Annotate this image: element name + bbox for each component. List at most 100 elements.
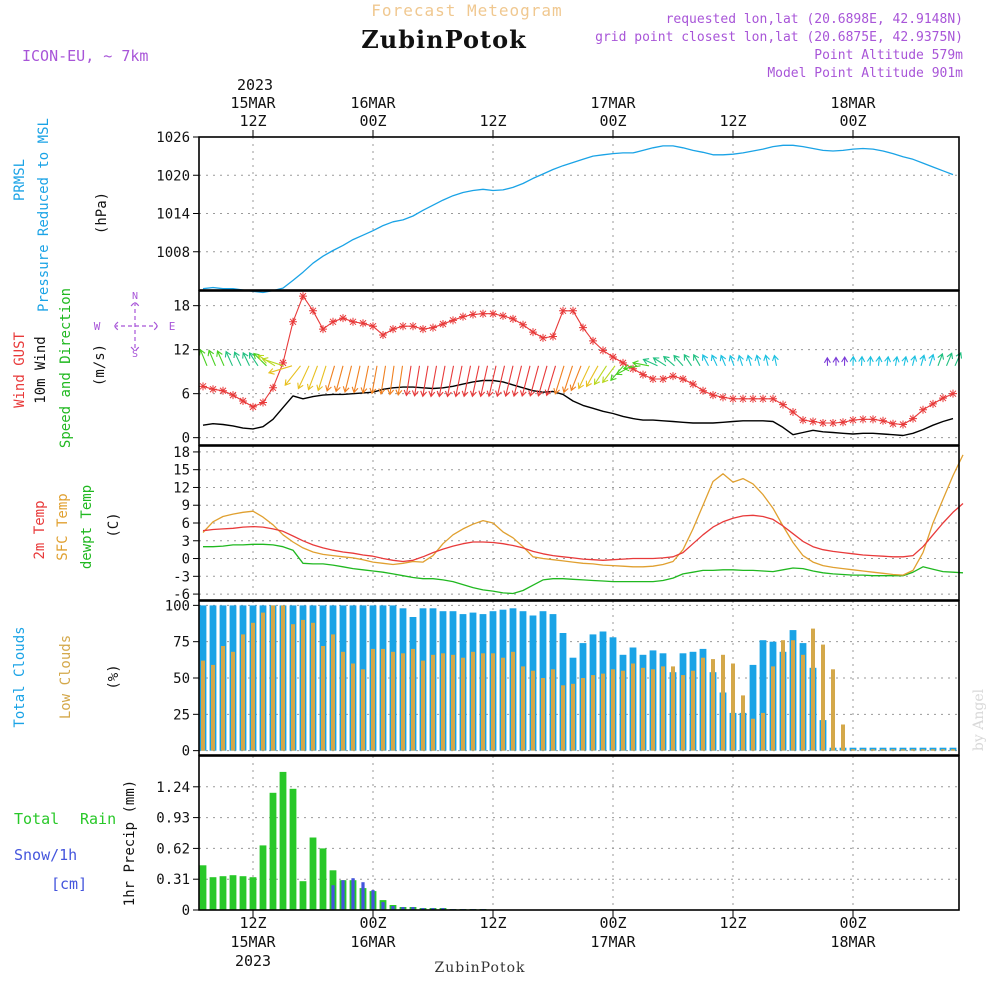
- wind-direction-arrow: [683, 353, 692, 367]
- total-cloud-bar: [749, 664, 757, 751]
- label-percent: (%): [106, 664, 122, 689]
- gust-marker: [679, 375, 687, 383]
- wind-direction-arrow: [297, 365, 310, 390]
- rain-bar: [319, 848, 327, 910]
- wind-direction-arrow: [919, 354, 927, 366]
- low-cloud-bar: [951, 749, 955, 751]
- gust-marker: [209, 385, 217, 394]
- gust-marker: [589, 336, 597, 345]
- rain-bar: [309, 837, 317, 910]
- y-tick-label: 0.93: [156, 811, 190, 827]
- gust-marker: [229, 391, 237, 400]
- wind-direction-arrow: [662, 355, 675, 367]
- wind-direction-arrow: [631, 360, 650, 368]
- low-cloud-bar: [791, 640, 795, 751]
- y-tick-label: 9: [182, 498, 190, 514]
- wind-direction-arrow: [461, 365, 472, 398]
- low-cloud-bar: [681, 675, 685, 751]
- y-tick-label: 1020: [156, 168, 190, 184]
- wind-direction-arrow: [544, 365, 557, 397]
- low-cloud-bar: [581, 678, 585, 751]
- wind-direction-arrow: [701, 354, 709, 367]
- label-pressure: Pressure Reduced to MSL: [36, 118, 52, 312]
- wind-direction-arrow: [403, 365, 412, 397]
- wind-direction-arrow: [745, 354, 753, 366]
- rain-bar: [219, 876, 227, 910]
- gust-marker: [869, 415, 877, 424]
- low-cloud-bar: [241, 634, 245, 751]
- wind-direction-arrow: [858, 355, 866, 366]
- wind-direction-arrow: [673, 354, 684, 367]
- low-cloud-bar: [231, 651, 235, 751]
- wind-direction-arrow: [333, 365, 344, 393]
- y-tick-label: 0: [182, 552, 190, 568]
- compass-west: W: [94, 320, 101, 333]
- low-cloud-bar: [881, 749, 885, 751]
- low-cloud-bar: [921, 749, 925, 751]
- low-cloud-bar: [781, 640, 785, 751]
- low-cloud-bar: [331, 634, 335, 751]
- low-cloud-bar: [701, 657, 705, 751]
- rain-bar: [239, 876, 247, 910]
- gust-line: [202, 295, 954, 426]
- y-tick-label: 75: [173, 635, 190, 651]
- y-tick-label: 18: [173, 299, 190, 315]
- label-2m-temp: 2m Temp: [32, 500, 48, 559]
- gust-marker: [559, 306, 567, 315]
- gust-marker: [789, 408, 797, 416]
- low-cloud-bar: [731, 663, 735, 751]
- label-rain: Rain: [80, 810, 116, 828]
- gust-marker: [389, 325, 397, 334]
- gust-marker: [369, 322, 377, 331]
- low-cloud-bar: [761, 712, 765, 751]
- low-cloud-bar: [651, 669, 655, 751]
- wind-direction-arrow: [284, 365, 301, 387]
- low-cloud-bar: [271, 605, 275, 751]
- total-cloud-bar: [889, 747, 897, 751]
- wind-direction-arrow: [536, 365, 548, 397]
- wind-speed-line: [202, 379, 954, 437]
- gust-marker: [859, 415, 867, 424]
- gust-marker: [819, 419, 827, 427]
- low-cloud-bar: [361, 669, 365, 751]
- total-cloud-bar: [759, 640, 767, 751]
- gust-marker: [619, 358, 627, 367]
- gust-marker: [799, 416, 807, 425]
- y-tick-label: 1008: [156, 245, 190, 261]
- wind-direction-arrow: [771, 354, 779, 366]
- wind-direction-arrow: [378, 365, 387, 396]
- label-total-clouds: Total Clouds: [12, 626, 28, 727]
- wind-direction-arrow: [728, 354, 736, 366]
- wind-direction-arrow: [602, 365, 616, 384]
- gust-marker: [739, 394, 747, 403]
- y-tick-label: 1026: [156, 130, 190, 146]
- low-cloud-bar: [611, 669, 615, 751]
- label-celsius: (C): [106, 512, 122, 537]
- low-cloud-bar: [621, 670, 625, 751]
- low-cloud-bar: [911, 749, 915, 751]
- low-cloud-bar: [391, 651, 395, 751]
- low-cloud-bar: [671, 666, 675, 751]
- low-cloud-bar: [811, 628, 815, 751]
- top-hour-label: 00Z: [359, 112, 386, 130]
- total-cloud-bar: [849, 747, 857, 751]
- wind-direction-arrow: [216, 350, 225, 367]
- snow-bar: [441, 908, 445, 910]
- bottom-hour-label: 12Z: [479, 914, 506, 932]
- wind-direction-arrow: [478, 365, 489, 398]
- low-cloud-bar: [841, 724, 845, 751]
- gust-marker: [939, 394, 947, 403]
- rain-bar: [299, 881, 307, 910]
- low-cloud-bar: [251, 622, 255, 751]
- top-hour-label: 12Z: [719, 112, 746, 130]
- gust-marker: [839, 418, 847, 427]
- snow-bar: [381, 902, 385, 910]
- low-cloud-bar: [561, 685, 565, 751]
- gust-marker: [769, 394, 777, 403]
- y-tick-label: 6: [182, 516, 190, 532]
- snow-bar: [411, 907, 415, 910]
- model-label: ICON-EU, ~ 7km: [22, 47, 148, 65]
- wind-direction-arrow: [233, 351, 242, 367]
- low-cloud-bar: [401, 653, 405, 751]
